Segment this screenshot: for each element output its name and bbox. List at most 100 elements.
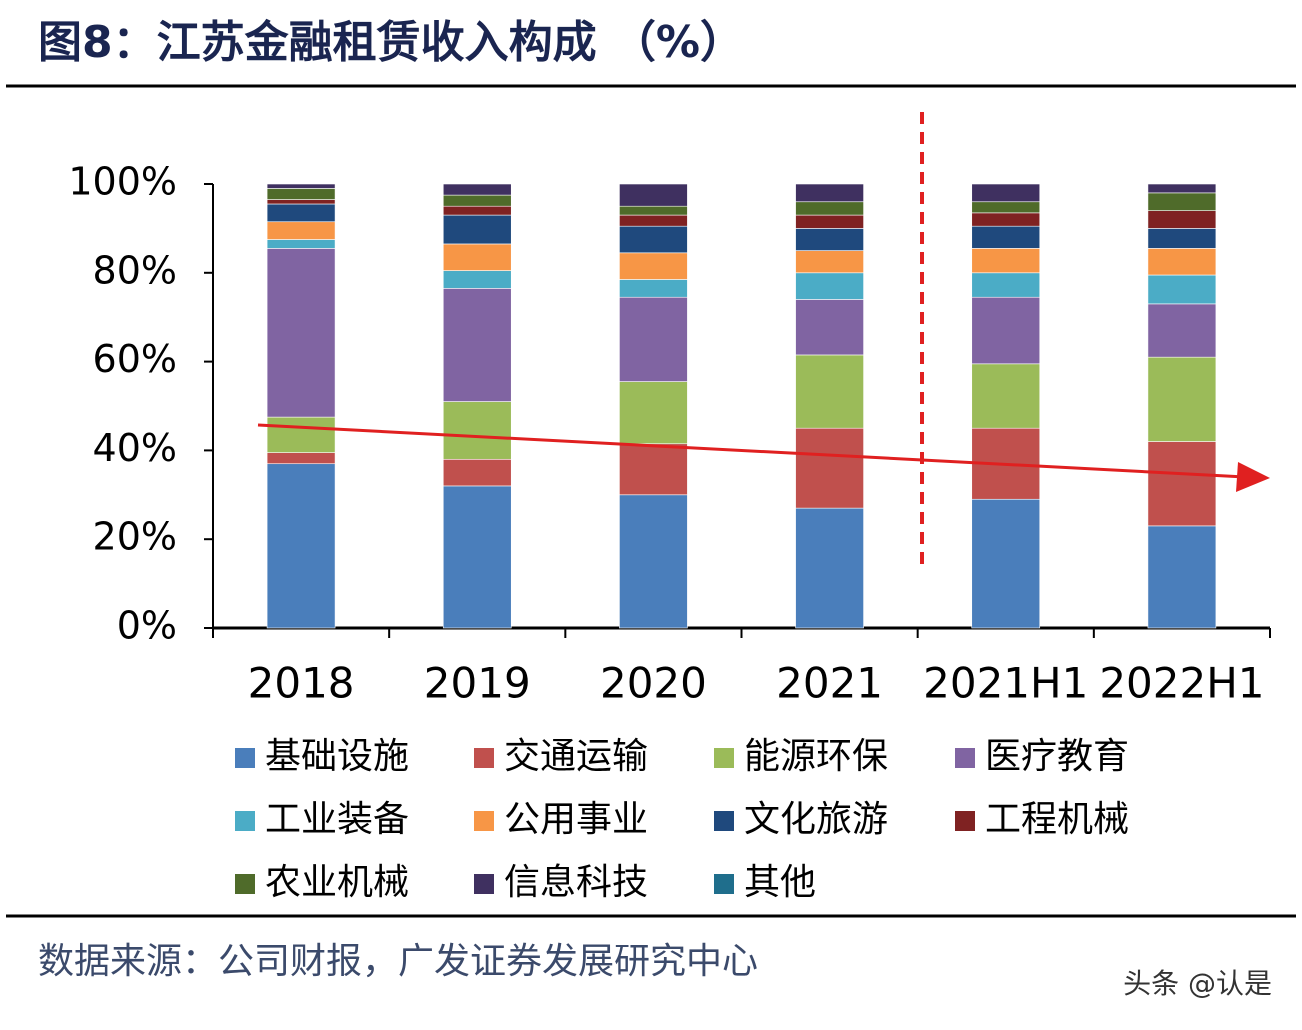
- legend-label: 能源环保: [744, 736, 888, 777]
- bar-segment: [619, 296, 688, 382]
- watermark: 头条 @认是: [1123, 967, 1272, 1000]
- legend-label: 基础设施: [265, 736, 409, 777]
- bar-segment: [266, 239, 336, 249]
- bar-segment: [266, 221, 336, 240]
- bar-segment: [266, 203, 336, 223]
- bar-segment: [619, 443, 688, 496]
- bar-segment: [619, 279, 688, 298]
- bar-segment: [442, 401, 512, 460]
- bar-segment: [1147, 228, 1217, 249]
- bar-segment: [619, 381, 688, 445]
- y-tick-label: 60%: [93, 337, 177, 381]
- bar-segment: [442, 205, 512, 216]
- legend-label: 工程机械: [985, 799, 1129, 840]
- bar-segment: [795, 183, 864, 203]
- trend-arrow: [257, 423, 1246, 479]
- bar-segment: [266, 416, 336, 453]
- bar-segment: [971, 363, 1041, 429]
- bar-segment: [795, 299, 864, 356]
- y-tick-label: 20%: [93, 515, 177, 559]
- bar-segment: [442, 288, 512, 402]
- legend-label: 交通运输: [504, 736, 648, 777]
- legend-label: 信息科技: [504, 862, 648, 903]
- bar-segment: [1147, 525, 1217, 629]
- bar-segment: [795, 354, 864, 429]
- legend-swatch: [474, 874, 494, 894]
- legend-swatch: [714, 811, 734, 831]
- bar-segment: [1147, 441, 1217, 527]
- bar-segment: [795, 201, 864, 216]
- bar-segment: [619, 252, 688, 280]
- bar-segment: [266, 183, 336, 189]
- bar-segment: [442, 214, 512, 245]
- bar-segment: [442, 183, 512, 196]
- bar-segment: [619, 225, 688, 254]
- bar-segment: [795, 214, 864, 229]
- bar-segment: [442, 243, 512, 271]
- plot: 0% 20% 40% 60% 80% 100% 2018 2019 2020 2021 2021H1…: [68, 160, 1271, 903]
- legend-swatch: [714, 874, 734, 894]
- x-tick-label: 2018: [248, 659, 355, 708]
- bar-segment: [266, 463, 336, 629]
- legend-swatch: [235, 748, 255, 768]
- bar-segment: [619, 494, 688, 629]
- bar-segment: [266, 188, 336, 200]
- source: 数据来源：公司财报，广发证券发展研究中心: [38, 941, 758, 982]
- bar-segment: [1147, 303, 1217, 358]
- bar-segment: [1147, 183, 1217, 194]
- bar-segment: [442, 270, 512, 289]
- bar-segment: [795, 427, 864, 509]
- bar-segment: [1147, 274, 1217, 305]
- bar-segment: [442, 485, 512, 629]
- legend-swatch: [474, 811, 494, 831]
- bar-segment: [619, 205, 688, 216]
- bar-segment: [1147, 356, 1217, 442]
- bar-segment: [971, 498, 1041, 629]
- bar-segment: [795, 250, 864, 274]
- arrow-head: [1236, 462, 1270, 492]
- legend-swatch: [235, 874, 255, 894]
- legend-label: 文化旅游: [744, 799, 888, 840]
- bar-segment: [442, 458, 512, 487]
- bar-segment: [619, 214, 688, 227]
- bar-segment: [442, 194, 512, 207]
- bar-segment: [971, 212, 1041, 227]
- bar-segment: [1147, 192, 1217, 211]
- legend-swatch: [955, 811, 975, 831]
- legend-swatch: [955, 748, 975, 768]
- legend-label: 医疗教育: [985, 736, 1129, 777]
- bar-segment: [971, 272, 1041, 298]
- legend-label: 公用事业: [504, 799, 648, 840]
- bar-segment: [266, 248, 336, 418]
- legend-swatch: [714, 748, 734, 768]
- bar-segment: [971, 225, 1041, 249]
- bar-segment: [971, 183, 1041, 203]
- bar-segment: [795, 507, 864, 629]
- bar-segment: [971, 201, 1041, 214]
- x-tick-label: 2022H1: [1099, 659, 1264, 708]
- bar-segment: [971, 248, 1041, 274]
- bar-segment: [795, 228, 864, 251]
- x-tick-label: 2019: [424, 659, 531, 708]
- y-tick-label: 80%: [93, 248, 177, 292]
- bar-segment: [266, 199, 336, 205]
- legend-label: 农业机械: [265, 862, 409, 903]
- bar-segment: [795, 272, 864, 300]
- bar-segment: [619, 183, 688, 207]
- legend-label: 其他: [744, 862, 816, 903]
- legend-label: 工业装备: [265, 799, 409, 840]
- legend-swatch: [235, 811, 255, 831]
- x-tick-label: 2021: [776, 659, 883, 708]
- bar-segment: [266, 452, 336, 465]
- y-tick-label: 100%: [68, 160, 177, 204]
- x-tick-label: 2020: [600, 659, 707, 708]
- y-tick-label: 0%: [117, 604, 177, 648]
- x-tick-label: 2021H1: [923, 659, 1088, 708]
- chart-title: 图8：江苏金融租赁收入构成 （%）: [38, 17, 744, 68]
- bar-segment: [1147, 248, 1217, 276]
- legend-swatch: [474, 748, 494, 768]
- bar-segment: [971, 296, 1041, 365]
- y-tick-label: 40%: [93, 426, 177, 470]
- bar-segment: [1147, 210, 1217, 229]
